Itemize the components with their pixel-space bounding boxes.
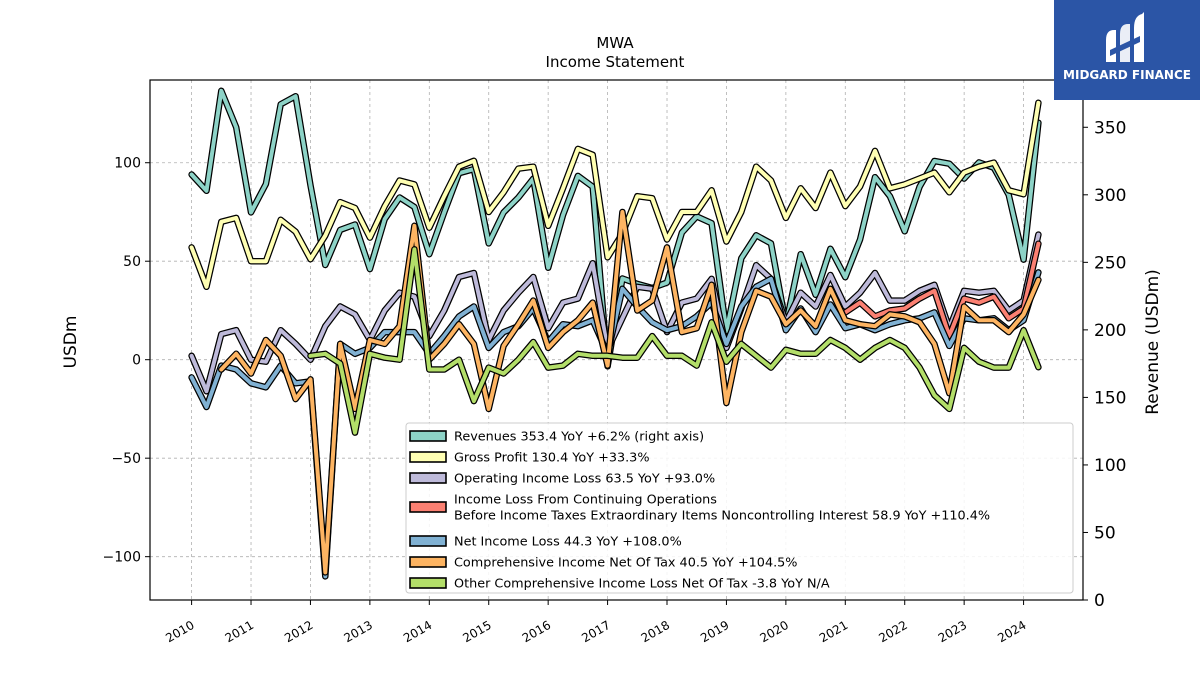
legend-swatch-1 bbox=[409, 451, 447, 463]
x-tick-label-1: 2011 bbox=[223, 618, 256, 645]
y2-tick-label-3: 150 bbox=[1094, 388, 1126, 408]
legend-label-1: Gross Profit 130.4 YoY +33.3% bbox=[454, 451, 649, 466]
y2-tick-label-2: 100 bbox=[1094, 456, 1126, 476]
y-tick-label-3: 50 bbox=[123, 254, 141, 270]
y-axis-left: −100 −50 0 50 100 bbox=[103, 156, 150, 566]
series-line-5 bbox=[219, 210, 1041, 575]
legend-label-5: Comprehensive Income Net Of Tax 40.5 YoY… bbox=[454, 556, 797, 571]
y2-tick-label-6: 300 bbox=[1094, 186, 1126, 206]
x-tick-label-7: 2017 bbox=[579, 618, 612, 645]
legend-label-2: Operating Income Loss 63.5 YoY +93.0% bbox=[454, 472, 715, 487]
x-tick-label-9: 2019 bbox=[698, 618, 731, 645]
x-tick-label-14: 2024 bbox=[995, 618, 1028, 645]
x-tick-label-11: 2021 bbox=[817, 618, 850, 645]
series-line-1 bbox=[189, 100, 1041, 289]
midgard-logo-icon bbox=[1106, 12, 1144, 62]
legend-swatch-0 bbox=[409, 430, 447, 442]
brand-name: MIDGARD FINANCE bbox=[1063, 68, 1191, 82]
legend: Revenues 353.4 YoY +6.2% (right axis) Gro… bbox=[405, 422, 1074, 594]
chart-subtitle: Income Statement bbox=[546, 53, 685, 71]
legend-swatch-5 bbox=[409, 556, 447, 568]
y2-axis-label: Revenue (USDm) bbox=[1143, 269, 1163, 415]
y2-tick-label-1: 50 bbox=[1094, 523, 1116, 543]
x-tick-label-0: 2010 bbox=[163, 618, 196, 645]
y2-tick-label-4: 200 bbox=[1094, 321, 1126, 341]
x-tick-label-13: 2023 bbox=[936, 618, 969, 645]
y-tick-label-2: 0 bbox=[132, 353, 141, 369]
y2-tick-label-5: 250 bbox=[1094, 253, 1126, 273]
x-tick-label-3: 2013 bbox=[342, 618, 375, 645]
x-tick-label-8: 2018 bbox=[639, 618, 672, 645]
y-tick-label-4: 100 bbox=[114, 156, 141, 172]
series-line-3 bbox=[843, 241, 1041, 339]
legend-swatch-3 bbox=[409, 501, 447, 513]
legend-label-6: Other Comprehensive Income Loss Net Of T… bbox=[454, 577, 830, 592]
x-tick-label-5: 2015 bbox=[460, 618, 493, 645]
x-tick-label-12: 2022 bbox=[876, 618, 909, 645]
legend-label-3: Income Loss From Continuing Operations bbox=[454, 493, 717, 508]
x-axis: 2010 2011 2012 2013 2014 2015 2016 2017 2018 2019… bbox=[163, 600, 1029, 645]
x-tick-label-10: 2020 bbox=[758, 618, 791, 645]
plot-frame bbox=[149, 79, 1084, 601]
brand-logo: MIDGARD FINANCE bbox=[1054, 0, 1200, 100]
series-3 bbox=[842, 240, 1042, 340]
y-axis-right: 0 50 100 150 200 250 300 350 bbox=[1083, 118, 1126, 611]
legend-swatch-4 bbox=[409, 535, 447, 547]
legend-label-0: Revenues 353.4 YoY +6.2% (right axis) bbox=[454, 430, 704, 445]
series-layer bbox=[188, 87, 1042, 580]
y-tick-label-0: −100 bbox=[103, 550, 141, 566]
chart-title: MWA bbox=[596, 34, 634, 52]
legend-box bbox=[405, 422, 1074, 594]
legend-label-3-line2: Before Income Taxes Extraordinary Items … bbox=[454, 509, 990, 524]
legend-label-4: Net Income Loss 44.3 YoY +108.0% bbox=[454, 535, 682, 550]
x-tick-label-4: 2014 bbox=[401, 618, 434, 645]
series-5 bbox=[218, 208, 1042, 576]
y-tick-label-1: −50 bbox=[111, 451, 141, 467]
y2-tick-label-0: 0 bbox=[1094, 591, 1105, 611]
y2-tick-label-7: 350 bbox=[1094, 118, 1126, 138]
series-1 bbox=[188, 99, 1042, 291]
legend-swatch-2 bbox=[409, 472, 447, 484]
x-tick-label-6: 2016 bbox=[520, 618, 553, 645]
legend-swatch-6 bbox=[409, 577, 447, 589]
x-tick-label-2: 2012 bbox=[282, 618, 315, 645]
series-6 bbox=[307, 246, 1042, 436]
y-axis-label: USDm bbox=[61, 316, 81, 369]
series-line-6 bbox=[308, 247, 1041, 435]
